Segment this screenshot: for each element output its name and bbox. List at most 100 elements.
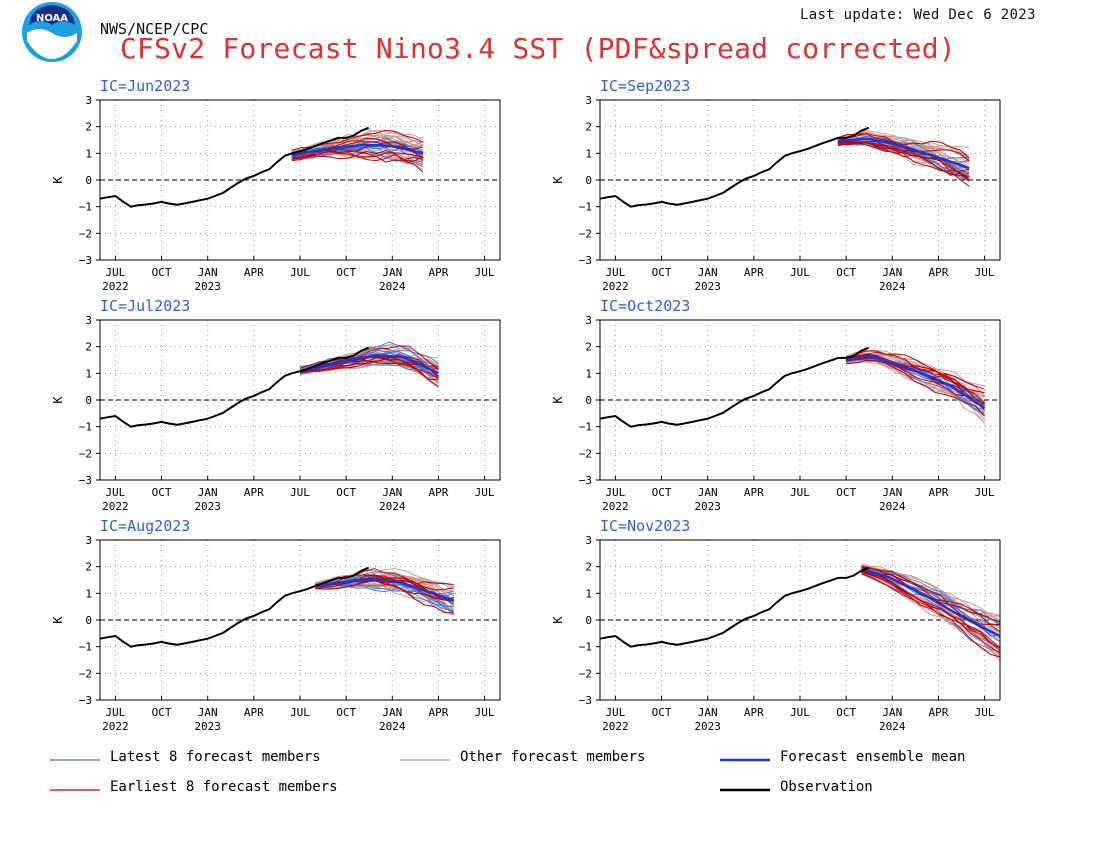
other-member-line [291, 131, 424, 153]
x-tick-label: OCT [836, 266, 856, 279]
x-tick-label: OCT [836, 486, 856, 499]
logo-sky-shape [29, 5, 75, 25]
earliest8-member-line [291, 149, 424, 173]
other-member-line [837, 131, 970, 156]
earliest8-member-line [291, 150, 424, 162]
x-tick-label: JAN [882, 486, 902, 499]
earliest8-member-line [837, 133, 970, 159]
other-member-line [837, 135, 970, 163]
x-tick-label: JUL [475, 266, 495, 279]
earliest8-member-line [291, 149, 424, 160]
x-tick-label: JUL [290, 486, 310, 499]
y-tick-label: −3 [579, 474, 592, 487]
earliest8-member-line [837, 142, 970, 178]
y-tick-label: 0 [585, 174, 592, 187]
x-year-label: 2022 [102, 280, 129, 293]
y-tick-label: −3 [79, 474, 92, 487]
observation-line [99, 126, 370, 208]
panel-label: IC=Aug2023 [100, 517, 190, 535]
y-tick-label: −1 [579, 421, 592, 434]
x-tick-label: OCT [336, 486, 356, 499]
legend-label: Latest 8 forecast members [110, 749, 321, 765]
y-tick-label: −2 [79, 227, 92, 240]
legend-label: Earliest 8 forecast members [110, 779, 338, 795]
y-tick-label: −1 [79, 421, 92, 434]
x-year-label: 2024 [879, 500, 906, 513]
observation-line [99, 346, 370, 428]
y-tick-label: −2 [579, 227, 592, 240]
x-tick-label: APR [429, 486, 449, 499]
earliest8-member-line [861, 570, 1001, 649]
earliest8-member-line [291, 148, 424, 163]
earliest8-member-line [299, 345, 439, 370]
x-tick-label: APR [744, 706, 764, 719]
ensemble-mean-line [315, 577, 455, 602]
logo-text: NOAA [36, 13, 68, 24]
x-tick-label: JUL [790, 486, 810, 499]
x-tick-label: JUL [290, 266, 310, 279]
latest8-member-line [291, 144, 424, 157]
y-tick-label: −1 [79, 641, 92, 654]
x-tick-label: JAN [198, 706, 218, 719]
x-tick-label: APR [929, 266, 949, 279]
ensemble-mean-line [291, 143, 424, 157]
x-year-label: 2023 [694, 280, 721, 293]
y-axis-label: K [551, 616, 565, 624]
x-tick-label: JAN [698, 266, 718, 279]
observation-line [99, 566, 370, 648]
earliest8-member-line [837, 141, 970, 181]
x-tick-label: JAN [198, 486, 218, 499]
x-year-label: 2023 [194, 280, 221, 293]
x-year-label: 2022 [102, 500, 129, 513]
y-tick-label: 3 [585, 94, 592, 107]
x-tick-label: APR [744, 486, 764, 499]
y-axis-label: K [51, 396, 65, 404]
x-year-label: 2022 [102, 720, 129, 733]
y-tick-label: 2 [85, 561, 92, 574]
y-tick-label: −3 [79, 694, 92, 707]
observation-line [599, 566, 870, 648]
earliest8-member-line [299, 355, 439, 377]
earliest8-member-line [846, 353, 985, 404]
legend-item-latest8: Latest 8 forecast members [50, 749, 321, 765]
earliest8-member-line [846, 351, 985, 394]
y-tick-label: 2 [85, 121, 92, 134]
y-tick-label: 1 [585, 147, 592, 160]
ensemble-mean-line [861, 568, 1001, 638]
legend-label: Forecast ensemble mean [780, 749, 965, 765]
observation-line [599, 126, 870, 208]
legend-item-observation: Observation [720, 779, 873, 795]
chart-title: CFSv2 Forecast Nino3.4 SST (PDF&spread c… [120, 32, 956, 65]
x-year-label: 2022 [602, 500, 629, 513]
panel-label: IC=Sep2023 [600, 77, 690, 95]
y-tick-label: 0 [585, 614, 592, 627]
x-tick-label: OCT [152, 266, 172, 279]
last-update-label: Last update: Wed Dec 6 2023 [800, 7, 1036, 23]
y-tick-label: 3 [85, 534, 92, 547]
y-tick-label: 3 [85, 94, 92, 107]
y-tick-label: −3 [579, 254, 592, 267]
x-year-label: 2024 [379, 500, 406, 513]
x-tick-label: OCT [152, 706, 172, 719]
other-member-line [861, 563, 1001, 626]
y-tick-label: 2 [585, 341, 592, 354]
x-tick-label: JAN [698, 706, 718, 719]
y-tick-label: 2 [585, 121, 592, 134]
earliest8-member-line [861, 573, 1001, 658]
earliest8-member-line [861, 567, 1001, 626]
x-tick-label: JAN [382, 706, 402, 719]
x-tick-label: JUL [975, 706, 995, 719]
y-tick-label: 1 [585, 587, 592, 600]
y-tick-label: −2 [579, 667, 592, 680]
x-tick-label: JUL [475, 486, 495, 499]
legend-item-ensemble_mean: Forecast ensemble mean [720, 749, 965, 765]
earliest8-member-line [861, 571, 1001, 652]
y-tick-label: −2 [579, 447, 592, 460]
ensemble-mean-line [837, 137, 970, 170]
x-tick-label: OCT [652, 486, 672, 499]
panel-label: IC=Nov2023 [600, 517, 690, 535]
